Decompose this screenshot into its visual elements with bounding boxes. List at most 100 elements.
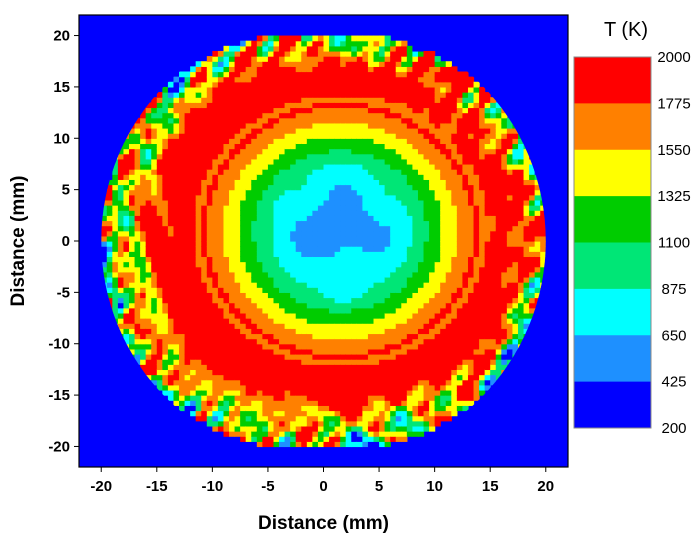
field-cell bbox=[334, 400, 341, 406]
field-cell bbox=[223, 256, 230, 263]
field-cell bbox=[423, 230, 430, 237]
field-cell bbox=[473, 318, 480, 324]
field-cell bbox=[217, 153, 225, 160]
field-cell bbox=[351, 302, 358, 309]
field-cell bbox=[462, 343, 469, 350]
field-cell bbox=[401, 169, 408, 175]
field-cell bbox=[279, 40, 286, 47]
field-cell bbox=[240, 369, 247, 376]
field-cell bbox=[151, 205, 158, 211]
field-cell bbox=[129, 184, 136, 191]
field-cell bbox=[334, 369, 341, 376]
field-cell bbox=[429, 128, 436, 134]
field-cell bbox=[284, 420, 291, 427]
field-cell bbox=[301, 359, 308, 365]
field-cell bbox=[473, 276, 480, 283]
field-cell bbox=[123, 158, 130, 165]
field-cell bbox=[351, 97, 358, 103]
field-cell bbox=[162, 194, 169, 201]
field-cell bbox=[356, 71, 363, 78]
field-cell bbox=[306, 379, 313, 386]
field-cell bbox=[323, 359, 330, 365]
field-cell bbox=[145, 112, 152, 119]
field-cell bbox=[362, 189, 369, 196]
field-cell bbox=[229, 92, 236, 98]
field-cell bbox=[467, 230, 475, 237]
field-cell bbox=[201, 251, 208, 258]
field-cell bbox=[445, 235, 452, 242]
field-cell bbox=[106, 230, 113, 237]
field-cell bbox=[267, 92, 275, 98]
field-cell bbox=[429, 112, 436, 119]
field-cell bbox=[334, 256, 341, 263]
field-cell bbox=[401, 338, 408, 345]
field-cell bbox=[367, 266, 375, 273]
field-cell bbox=[134, 256, 141, 263]
field-cell bbox=[367, 76, 375, 83]
field-cell bbox=[417, 318, 425, 324]
field-cell bbox=[373, 251, 380, 258]
field-cell bbox=[401, 343, 408, 350]
field-cell bbox=[495, 199, 502, 206]
field-cell bbox=[356, 241, 363, 247]
field-cell bbox=[312, 71, 319, 78]
field-cell bbox=[479, 158, 486, 165]
field-cell bbox=[467, 246, 475, 252]
field-cell bbox=[445, 415, 452, 422]
field-cell bbox=[273, 50, 280, 57]
field-cell bbox=[351, 169, 358, 175]
field-cell bbox=[290, 235, 297, 242]
field-cell bbox=[234, 179, 241, 186]
field-cell bbox=[306, 405, 313, 412]
field-cell bbox=[323, 184, 330, 191]
field-cell bbox=[279, 163, 286, 170]
field-cell bbox=[201, 379, 208, 386]
field-cell bbox=[306, 45, 313, 52]
field-cell bbox=[223, 45, 230, 52]
field-cell bbox=[362, 389, 369, 396]
field-cell bbox=[295, 66, 302, 73]
field-cell bbox=[484, 333, 491, 340]
field-cell bbox=[373, 261, 380, 268]
field-cell bbox=[251, 282, 258, 288]
field-cell bbox=[229, 210, 236, 216]
field-cell bbox=[490, 276, 497, 283]
field-cell bbox=[329, 364, 336, 371]
field-cell bbox=[195, 133, 202, 139]
field-cell bbox=[423, 364, 430, 371]
field-cell bbox=[162, 122, 169, 129]
field-cell bbox=[373, 92, 380, 98]
field-cell bbox=[379, 66, 386, 73]
field-cell bbox=[212, 343, 219, 350]
field-cell bbox=[279, 81, 286, 88]
field-cell bbox=[479, 189, 486, 196]
field-cell bbox=[312, 45, 319, 52]
field-cell bbox=[440, 338, 447, 345]
field-cell bbox=[212, 122, 219, 129]
field-cell bbox=[301, 184, 308, 191]
field-cell bbox=[140, 235, 147, 242]
field-cell bbox=[317, 194, 325, 201]
field-cell bbox=[184, 199, 191, 206]
field-cell bbox=[284, 86, 291, 93]
field-cell bbox=[490, 282, 497, 288]
field-cell bbox=[184, 102, 191, 109]
field-cell bbox=[145, 148, 152, 155]
field-cell bbox=[229, 395, 236, 401]
field-cell bbox=[379, 369, 386, 376]
field-cell bbox=[490, 153, 497, 160]
field-cell bbox=[390, 374, 397, 381]
field-cell bbox=[223, 323, 230, 329]
field-cell bbox=[323, 318, 330, 324]
field-cell bbox=[434, 179, 441, 186]
field-cell bbox=[229, 318, 236, 324]
field-cell bbox=[456, 112, 464, 119]
field-cell bbox=[262, 128, 269, 134]
field-cell bbox=[251, 50, 258, 57]
field-cell bbox=[129, 282, 136, 288]
field-cell bbox=[173, 354, 180, 360]
field-cell bbox=[229, 158, 236, 165]
field-cell bbox=[312, 323, 319, 329]
field-cell bbox=[190, 205, 197, 211]
field-cell bbox=[451, 235, 458, 242]
